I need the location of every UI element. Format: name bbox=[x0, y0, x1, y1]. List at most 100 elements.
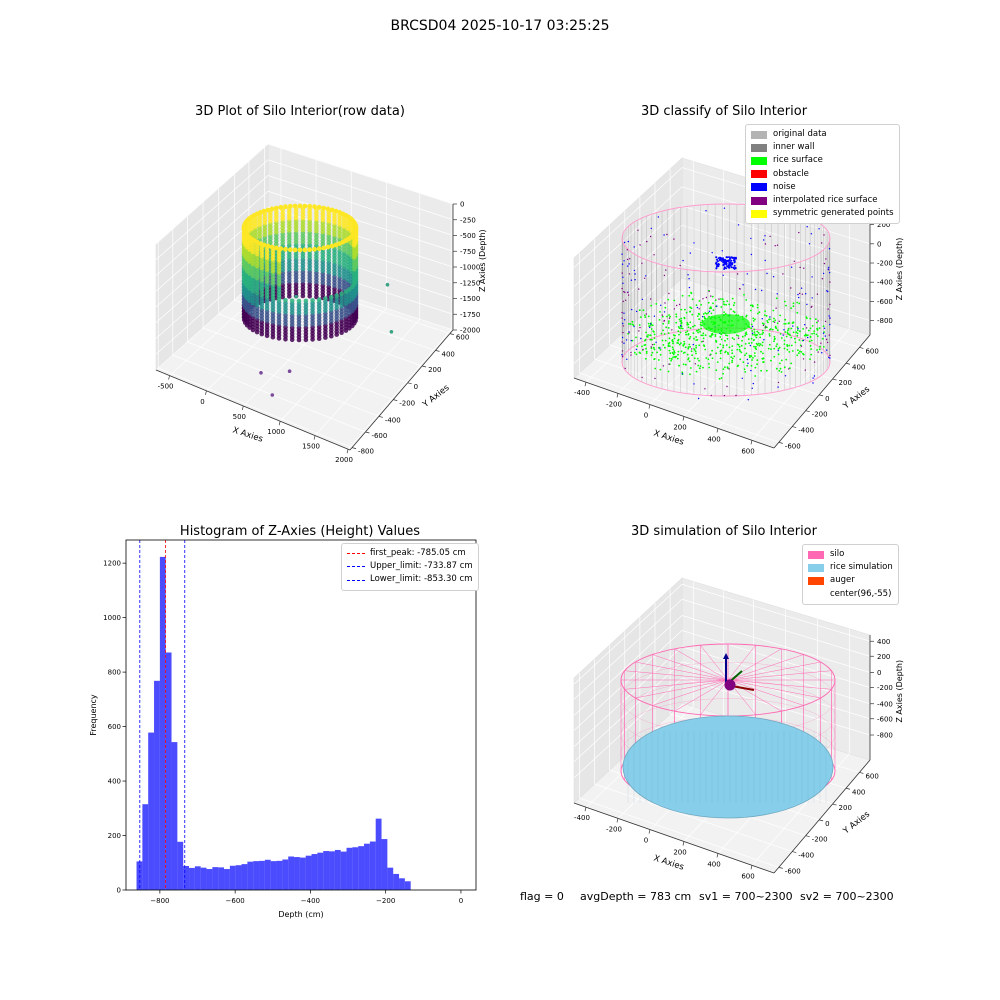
classify-rice-point bbox=[672, 356, 674, 359]
sim-zgrid-side bbox=[573, 646, 683, 748]
classify-rice-point bbox=[715, 340, 718, 343]
classify-rice-point bbox=[783, 343, 786, 345]
classify-rice-point bbox=[701, 340, 703, 343]
classify-rice-point bbox=[712, 302, 714, 305]
classify-rice-point bbox=[774, 319, 777, 322]
classify-rice-point bbox=[798, 330, 801, 333]
classify-rice-point bbox=[728, 346, 731, 349]
histogram-bar bbox=[340, 851, 347, 890]
classify-noise-point bbox=[687, 274, 689, 276]
classify-rice-point bbox=[702, 337, 705, 340]
classify-rice-point bbox=[813, 332, 815, 335]
sim-silo-roof-line bbox=[674, 648, 729, 681]
classify-rice-point bbox=[773, 355, 776, 358]
classify-rice-point bbox=[695, 339, 698, 341]
classify-legend-label: interpolated rice surface bbox=[773, 195, 878, 206]
classify-rice-point bbox=[755, 345, 757, 348]
classify-legend-item: rice surface bbox=[751, 154, 894, 167]
classify-rice-point bbox=[761, 329, 764, 332]
classify-rice-point bbox=[677, 350, 680, 353]
classify-rice-point bbox=[644, 339, 646, 342]
classify-noise-point bbox=[641, 298, 644, 301]
classify-rice-point bbox=[749, 304, 752, 307]
classify-y-tick-label: -200 bbox=[812, 411, 828, 419]
raw-y-axis-line bbox=[349, 329, 454, 451]
classify-noise-point bbox=[625, 299, 627, 301]
classify-rice-point bbox=[741, 335, 744, 338]
classify-zgrid-back bbox=[681, 224, 871, 283]
histogram-bar bbox=[375, 818, 382, 890]
classify-noise-point bbox=[828, 266, 830, 269]
classify-noise-cluster-point bbox=[715, 261, 718, 264]
raw-y-tick bbox=[393, 399, 398, 401]
raw-point-top bbox=[269, 244, 275, 250]
histogram-bar bbox=[364, 843, 370, 890]
classify-noise-cluster-point bbox=[729, 257, 732, 260]
classify-noise-point bbox=[817, 351, 819, 353]
classify-rice-point bbox=[807, 329, 810, 332]
classify-rice-point bbox=[695, 370, 698, 373]
classify-rice-point bbox=[769, 318, 771, 321]
histogram-bar bbox=[387, 867, 394, 890]
classify-rice-point bbox=[716, 361, 719, 363]
classify-rice-point bbox=[683, 316, 686, 319]
sim-zgrid-back bbox=[681, 598, 871, 657]
classify-rice-point bbox=[763, 314, 766, 316]
classify-rice-point bbox=[796, 354, 799, 357]
classify-rice-point bbox=[788, 344, 791, 347]
classify-noise-point bbox=[663, 311, 666, 313]
classify-rice-point bbox=[758, 311, 761, 314]
classify-rice-point bbox=[720, 338, 723, 341]
classify-rice-point bbox=[660, 332, 663, 335]
raw-point bbox=[316, 297, 322, 302]
classify-noise-point bbox=[642, 348, 644, 351]
classify-rice-point bbox=[798, 302, 801, 305]
raw-point-top bbox=[312, 246, 317, 252]
classify-rice-point bbox=[672, 353, 675, 356]
raw-z-tick-label: -1000 bbox=[460, 264, 480, 272]
classify-noise-point bbox=[829, 357, 831, 359]
classify-legend-label: original data bbox=[773, 129, 827, 139]
classify-rice-point bbox=[736, 343, 739, 346]
classify-rice-point bbox=[731, 357, 734, 360]
classify-rice-point bbox=[687, 323, 690, 326]
classify-noise-point bbox=[634, 279, 636, 281]
raw-point-top bbox=[287, 247, 293, 253]
classify-noise-point bbox=[828, 315, 830, 317]
classify-rice-point bbox=[687, 358, 689, 361]
classify-rice-point bbox=[783, 347, 786, 350]
classify-rice-point bbox=[722, 346, 725, 349]
classify-noise-point bbox=[800, 345, 803, 347]
classify-rice-point bbox=[770, 359, 772, 362]
histogram-bar bbox=[352, 847, 359, 890]
classify-noise-cluster-point bbox=[716, 265, 718, 268]
classify-zgrid-back bbox=[681, 205, 871, 264]
raw-y-tick bbox=[378, 416, 383, 418]
classify-noise-point bbox=[661, 314, 663, 316]
classify-x-tick-label: -200 bbox=[606, 400, 622, 408]
classify-ygrid-floor bbox=[579, 372, 779, 443]
raw-point bbox=[329, 294, 334, 300]
sim-y-tick bbox=[845, 787, 851, 790]
raw-point-top bbox=[287, 203, 293, 209]
classify-noise-point bbox=[624, 367, 626, 370]
classify-rice-point bbox=[707, 301, 710, 304]
classify-rice-point bbox=[705, 357, 708, 359]
classify-noise-cluster-point bbox=[717, 263, 720, 266]
classify-rice-point bbox=[678, 343, 681, 346]
classify-rice-point bbox=[798, 350, 801, 353]
classify-noise-point bbox=[762, 324, 765, 327]
classify-noise-point bbox=[797, 293, 799, 296]
classify-rice-point bbox=[805, 334, 808, 337]
classify-noise-point bbox=[763, 239, 765, 241]
classify-noise-point bbox=[704, 388, 706, 390]
classify-noise-point bbox=[621, 287, 623, 290]
classify-noise-point bbox=[629, 258, 631, 260]
histogram-x-tick-label: −400 bbox=[301, 897, 320, 905]
classify-noise-point bbox=[673, 238, 675, 240]
classify-rice-point bbox=[639, 352, 642, 354]
classify-rice-point bbox=[742, 361, 745, 364]
classify-rice-point bbox=[701, 319, 704, 322]
classify-noise-point bbox=[622, 322, 624, 325]
classify-noise-point bbox=[621, 341, 623, 343]
